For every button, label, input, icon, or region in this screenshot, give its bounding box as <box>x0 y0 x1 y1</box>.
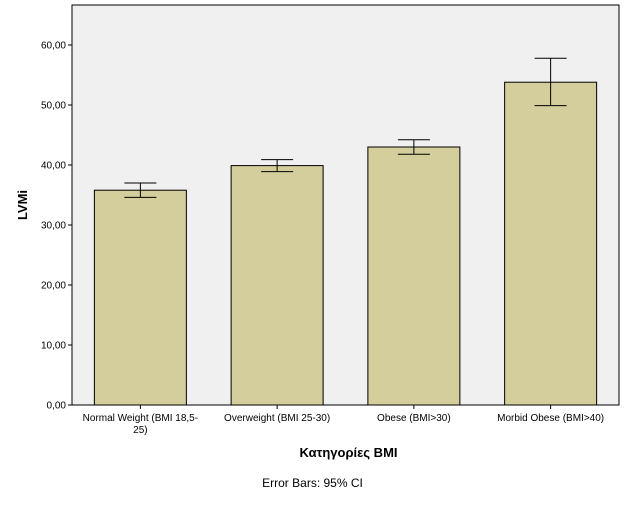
y-tick-label: 20,00 <box>41 281 66 292</box>
x-tick-label: Morbid Obese (BMI>40) <box>497 413 604 424</box>
bar <box>367 146 461 406</box>
error-bars-note: Error Bars: 95% CI <box>262 476 363 490</box>
x-tick-label: Obese (BMI>30) <box>377 413 451 424</box>
y-tick-label: 30,00 <box>41 221 66 232</box>
y-tick-label: 40,00 <box>41 161 66 172</box>
y-axis-title: LVMi <box>15 190 30 220</box>
bar <box>230 165 324 406</box>
bar <box>93 189 187 406</box>
bar <box>504 81 598 406</box>
y-axis: 0,00 10,00 20,00 30,00 40,00 50,00 60,00 <box>41 41 72 412</box>
y-tick-label: 50,00 <box>41 101 66 112</box>
x-tick-label: Normal Weight (BMI 18,5-25) <box>83 413 198 436</box>
y-tick-label: 10,00 <box>41 341 66 352</box>
y-tick-label: 0,00 <box>47 401 67 412</box>
x-tick-label: Overweight (BMI 25-30) <box>224 413 330 424</box>
error-bars-layer <box>124 57 567 198</box>
x-axis-title: Κατηγορίες BMI <box>299 445 397 460</box>
y-tick-label: 60,00 <box>41 41 66 52</box>
x-axis: Normal Weight (BMI 18,5-25) Overweight (B… <box>83 405 604 436</box>
